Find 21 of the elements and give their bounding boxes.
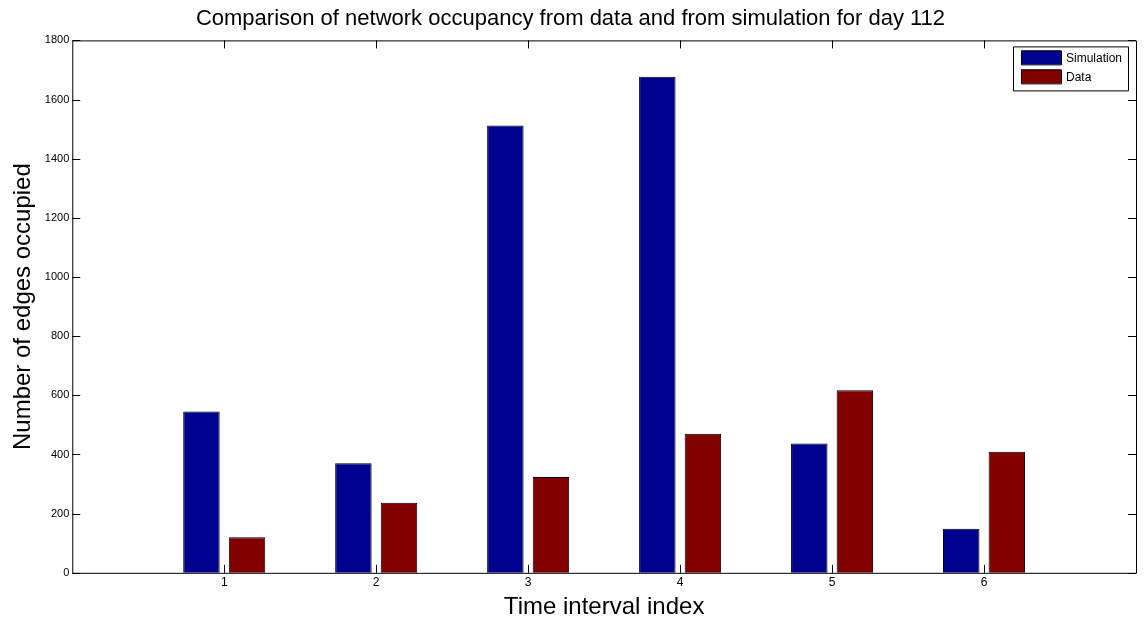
y-tick-label: 1200 bbox=[44, 210, 70, 223]
y-tick-label: 1600 bbox=[44, 92, 70, 105]
y-tick-label: 1400 bbox=[44, 151, 70, 164]
y-tick-label: 800 bbox=[50, 329, 70, 342]
x-tick-label: 1 bbox=[220, 575, 228, 590]
y-tick-label: 200 bbox=[50, 506, 70, 519]
legend-label: Simulation bbox=[1065, 50, 1122, 65]
x-tick-label: 4 bbox=[676, 575, 684, 590]
y-tick-label: 400 bbox=[50, 447, 70, 460]
y-tick-label: 1000 bbox=[44, 270, 70, 283]
chart-title: Comparison of network occupancy from data and from simulation for day 112 bbox=[195, 5, 946, 31]
y-tick-label: 0 bbox=[63, 565, 70, 578]
x-tick-label: 6 bbox=[980, 575, 988, 590]
x-tick-label: 3 bbox=[524, 575, 532, 590]
legend-label: Data bbox=[1065, 69, 1092, 84]
x-tick-label: 2 bbox=[372, 575, 380, 590]
y-axis-title: Number of edges occupied bbox=[8, 163, 36, 451]
y-tick-label: 1800 bbox=[44, 33, 70, 46]
y-tick-label: 600 bbox=[50, 388, 70, 401]
x-axis-title: Time interval index bbox=[503, 592, 705, 620]
x-tick-label: 5 bbox=[828, 575, 836, 590]
